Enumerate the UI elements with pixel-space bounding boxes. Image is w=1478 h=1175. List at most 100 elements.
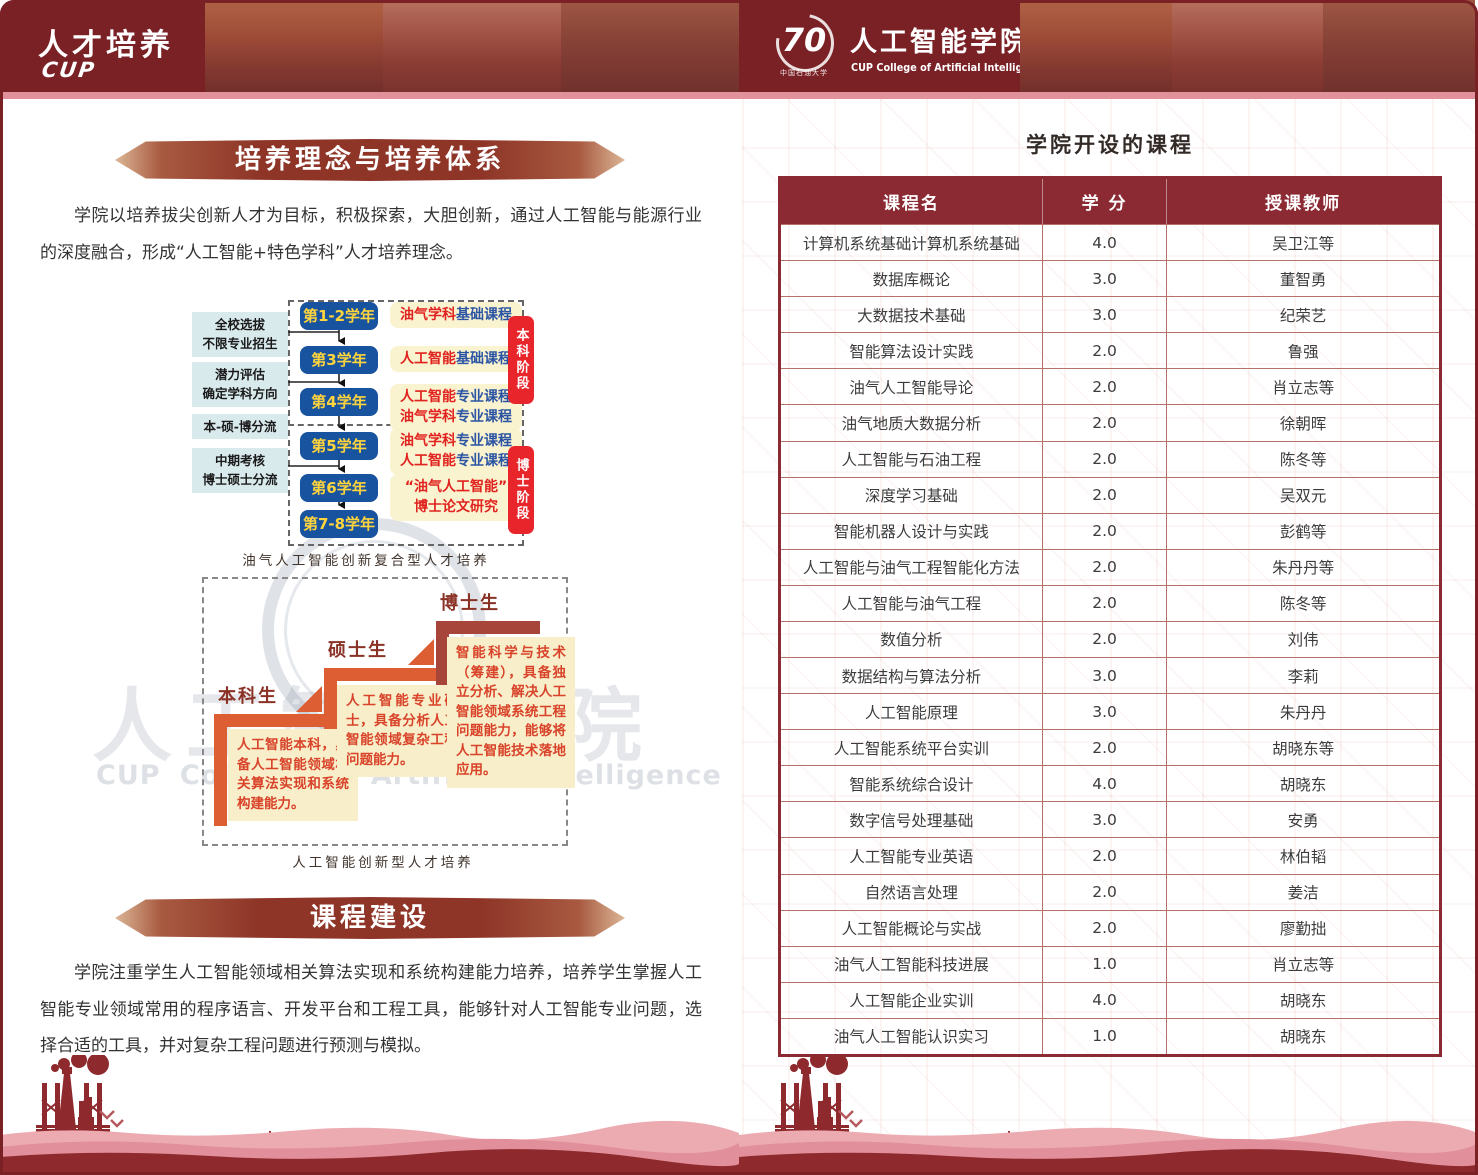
course-teacher-cell: 林伯韬	[1167, 837, 1439, 873]
course-name-cell: 人工智能概论与实战	[781, 909, 1043, 946]
logo-number: 70	[781, 21, 827, 59]
course-teacher-cell: 胡晓东等	[1167, 729, 1439, 765]
column-header-credits: 学 分	[1042, 179, 1168, 224]
column-header-course: 课程名	[781, 179, 1043, 224]
course-credits-cell: 3.0	[1042, 657, 1168, 694]
level-label-bachelor: 本科生	[218, 686, 278, 707]
course-teacher-cell: 李莉	[1167, 657, 1439, 693]
course-name-cell: 油气人工智能认识实习	[781, 1017, 1043, 1054]
course-name-cell: 数据结构与算法分析	[781, 657, 1043, 694]
photo-campus-gate	[1171, 0, 1324, 92]
pink-divider-strip	[0, 92, 1478, 99]
course-teacher-cell: 董智勇	[1167, 260, 1439, 296]
level-desc-master: 人工智能专业硕士，具备分析人工智能领域复杂工程问题能力。	[337, 685, 467, 778]
course-credits-cell: 2.0	[1042, 512, 1168, 549]
degree-stairs-diagram: 本科生 硕士生 博士生 人工智能本科，具备人工智能领域相关算法实现和系统构建能力…	[202, 577, 575, 846]
photo-lion-statue	[1323, 0, 1475, 92]
step-arrow-1	[296, 686, 322, 712]
course-credits-cell: 4.0	[1042, 981, 1168, 1018]
step-bar-master	[324, 668, 436, 681]
step-arrow-2	[408, 639, 434, 665]
year-box-1-2: 第1-2学年	[300, 302, 378, 330]
course-name-cell: 智能系统综合设计	[781, 765, 1043, 802]
course-table-title: 学院开设的课程	[1026, 133, 1194, 157]
flow-dashed-border	[288, 300, 524, 546]
course-credits-cell: 2.0	[1042, 729, 1168, 766]
birds-icon	[838, 1110, 863, 1128]
circuit-pattern-background	[742, 99, 1475, 1175]
photo-lion-statue	[561, 0, 739, 92]
level-desc-bachelor: 人工智能本科，具备人工智能领域相关算法实现和系统构建能力。	[228, 729, 358, 822]
course-teacher-cell: 刘伟	[1167, 620, 1439, 657]
section-heading-ribbon: 课程建设	[115, 897, 625, 939]
course-credits-cell: 2.0	[1042, 368, 1168, 405]
course-name-cell: 油气人工智能科技进展	[781, 945, 1043, 982]
course-name-cell: 智能算法设计实践	[781, 332, 1043, 369]
course-name-cell: 深度学习基础	[781, 476, 1043, 513]
course-name-cell: 数据库概论	[781, 260, 1043, 297]
course-credits-cell: 2.0	[1042, 404, 1168, 441]
course-teacher-cell: 陈冬等	[1167, 440, 1439, 477]
course-name-cell: 人工智能与油气工程	[781, 584, 1043, 621]
course-teacher-cell: 胡晓东	[1167, 1017, 1439, 1054]
level-label-phd: 博士生	[440, 593, 500, 614]
course-credits-cell: 4.0	[1042, 224, 1168, 261]
course-box-major-year5: 油气学科专业课程 人工智能专业课程	[390, 428, 522, 475]
campus-photos-right	[1020, 0, 1475, 92]
section-heading-ribbon: 培养理念与培养体系	[115, 139, 625, 181]
course-teacher-cell: 安勇	[1167, 801, 1439, 837]
course-teacher-cell: 徐朝晖	[1167, 404, 1439, 440]
course-credits-cell: 3.0	[1042, 693, 1168, 730]
stairs-caption: 人工智能创新型人才培养	[292, 855, 474, 871]
course-credits-cell: 2.0	[1042, 620, 1168, 658]
level-label-master: 硕士生	[328, 640, 388, 661]
course-name-cell: 人工智能企业实训	[781, 981, 1043, 1018]
flow-side-label-midterm: 中期考核 博士硕士分流	[192, 448, 288, 493]
course-credits-cell: 2.0	[1042, 584, 1168, 621]
course-teacher-cell: 鲁强	[1167, 332, 1439, 368]
course-credits-cell: 2.0	[1042, 440, 1168, 477]
course-name-cell: 人工智能原理	[781, 693, 1043, 730]
course-name-cell: 计算机系统基础计算机系统基础	[781, 224, 1043, 261]
flow-connectors	[286, 330, 345, 509]
flow-side-label-selection: 全校选拔 不限专业招生	[192, 312, 288, 357]
photo-sunset-building	[205, 0, 383, 92]
college-name-cn: 人工智能学院	[850, 27, 1030, 58]
wave-dark	[0, 1149, 739, 1175]
page-subtitle: CUP	[40, 58, 98, 82]
course-name-cell: 人工智能与油气工程智能化方法	[781, 548, 1043, 585]
bottom-decoration-right	[739, 1055, 1478, 1175]
course-credits-cell: 2.0	[1042, 873, 1168, 910]
anniversary-70-logo: 70 中国石油大学	[764, 2, 846, 84]
course-teacher-cell: 肖立志等	[1167, 368, 1439, 404]
course-name-cell: 数字信号处理基础	[781, 801, 1043, 838]
stage-pill-doctoral: 博士阶段	[508, 446, 534, 534]
step-bar-phd	[436, 621, 540, 634]
course-teacher-cell: 胡晓东	[1167, 765, 1439, 801]
course-teacher-cell: 纪荣艺	[1167, 296, 1439, 332]
year-box-7-8: 第7-8学年	[300, 510, 378, 538]
course-credits-cell: 3.0	[1042, 296, 1168, 333]
course-box-major-year4: 人工智能专业课程 油气学科专业课程	[390, 384, 522, 431]
header-band: 人才培养 CUP 70 中国石油大学 人工智能学院 CUP College of…	[0, 0, 1478, 92]
course-name-cell: 人工智能专业英语	[781, 837, 1043, 874]
flow-side-label-evaluation: 潜力评估 确定学科方向	[192, 362, 288, 407]
course-teacher-cell: 朱丹丹	[1167, 693, 1439, 729]
course-name-cell: 大数据技术基础	[781, 296, 1043, 333]
course-credits-cell: 1.0	[1042, 945, 1168, 982]
course-credits-cell: 3.0	[1042, 801, 1168, 838]
course-credits-cell: 2.0	[1042, 837, 1168, 874]
course-teacher-cell: 吴双元	[1167, 476, 1439, 513]
course-teacher-cell: 彭鹤等	[1167, 512, 1439, 549]
course-name-cell: 数值分析	[781, 620, 1043, 658]
year-box-3: 第3学年	[300, 346, 378, 374]
course-teacher-cell: 朱丹丹等	[1167, 548, 1439, 585]
column-header-teacher: 授课教师	[1167, 179, 1439, 224]
course-credits-cell: 1.0	[1042, 1017, 1168, 1054]
campus-photos-left	[205, 0, 739, 92]
course-name-cell: 自然语言处理	[781, 873, 1043, 910]
course-credits-cell: 3.0	[1042, 260, 1168, 297]
course-credits-cell: 2.0	[1042, 909, 1168, 946]
course-teacher-cell: 吴卫江等	[1167, 224, 1439, 260]
